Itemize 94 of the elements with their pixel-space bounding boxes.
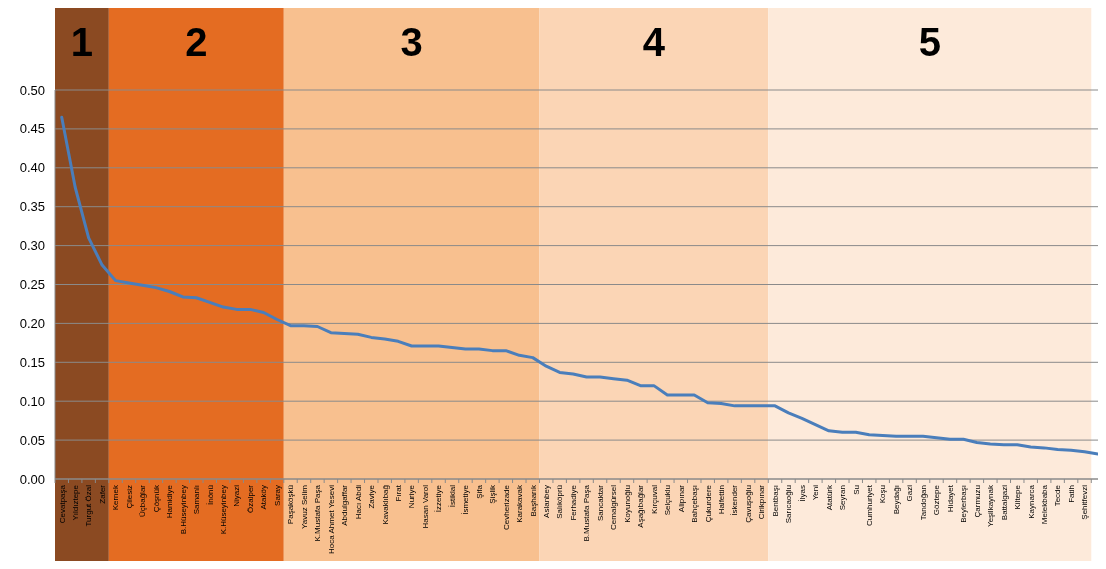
x-tick-label: İskender [730,484,740,516]
x-tick-label: Özalper [245,484,255,514]
x-tick-label: Sarıcaoğlu [784,485,794,524]
x-tick-label: Yıldıztepe [70,484,80,521]
x-tick-label: Zaviye [367,484,377,509]
x-tick-label: Cevherizade [501,484,511,530]
x-tick-label: Yeni [811,484,821,501]
x-tick-label: Alipınar [676,484,686,513]
x-tick-label: Zafer [97,484,107,504]
x-tick-label: Battalgazi [999,484,1009,521]
x-tick-label: Kırçuval [649,484,659,514]
x-tick-label: Şehitfevzi [1080,484,1090,520]
x-tick-label: Fırat [393,484,403,502]
x-tick-label: Sancaktar [595,484,605,522]
x-tick-label: Şifa [474,484,484,499]
x-tick-label: İlyas [797,485,807,502]
y-tick-label: 0.40 [19,160,45,176]
y-tick-label: 0.45 [19,121,45,137]
x-tick-label: Aslanbey [542,485,552,518]
x-tick-label: Seyran [838,485,848,511]
x-tick-label: İstiklal [447,484,457,508]
x-tick-label: Fatih [1066,485,1076,503]
x-tick-label: Cemalgürsel [609,484,619,530]
x-tick-label: İsmetiye [461,484,471,515]
y-tick-label: 0.10 [19,393,45,409]
x-tick-label: Tandoğan [918,485,928,521]
x-tick-label: Saray [272,485,282,506]
x-tick-label: İzzetiye [434,484,444,513]
band-label: 3 [400,20,423,64]
y-tick-label: 0.15 [19,354,45,370]
x-tick-label: Yavuz Selim [299,484,309,529]
x-tick-label: Hasan Varol [420,484,430,529]
x-tick-label: Beydağı [891,485,901,515]
x-tick-label: Aşağıbağlar [636,484,646,528]
x-tick-label: Başharık [528,484,538,517]
x-tick-label: Hidayet [945,484,955,513]
x-tick-label: Samanlı [192,485,202,515]
x-tick-label: Bentbaşı [770,485,780,517]
y-tick-label: 0.05 [19,432,45,448]
x-tick-label: Selçuklu [663,485,673,516]
x-tick-label: İnönü [205,485,215,506]
x-tick-label: Şişlik [488,484,498,504]
x-tick-label: Atatürk [824,484,834,511]
x-tick-label: Hamidiye [165,484,175,519]
y-tick-label: 0.30 [19,238,45,254]
x-tick-label: Çukurdere [703,484,713,523]
x-tick-label: Kernek [111,484,121,511]
band-label: 1 [70,20,94,64]
x-tick-label: Üçbağlar [138,484,148,518]
x-tick-label: Çilesiz [124,485,134,509]
x-tick-label: Cirikpınar [757,484,767,520]
x-tick-label: Tecde [1053,484,1063,507]
x-tick-label: Cevatpaşa [57,484,67,524]
x-tick-label: Çavuşoğlu [743,485,753,523]
y-tick-label: 0.00 [19,471,45,487]
x-tick-label: Salıköprü [555,485,565,519]
x-tick-label: Ataköy [259,485,269,510]
x-tick-label: Bahçebaşı [690,485,700,523]
x-tick-label: Çöşnük [151,484,161,513]
line-series [60,115,1098,456]
x-tick-label: B.Hüseyinbey [178,485,188,535]
x-tick-label: Gazi [905,484,915,502]
x-tick-label: Ferhadiye [568,484,578,521]
y-tick-label: 0.25 [19,277,45,293]
x-tick-label: Hacı Abdi [353,484,363,520]
band-label: 2 [185,20,208,64]
x-tick-label: Cumhuriyet [865,484,875,526]
x-tick-label: Kavaklıbağ [380,485,390,525]
x-tick-label: Çarmuzu [972,485,982,518]
x-tick-label: Paşaköşkü [286,485,296,525]
x-tick-label: Göztepe [932,484,942,516]
x-tick-label: K.Hüseyinbey [219,485,229,535]
x-tick-label: Turgut Özal [84,484,94,527]
x-tick-label: Halfettin [716,485,726,515]
x-tick-label: Koyunoğlu [622,485,632,523]
x-tick-label: K.Mustafa Paşa [313,484,323,542]
x-tick-label: Melekbaba [1039,484,1049,525]
x-tick-label: Abdulgaffar [340,484,350,526]
x-tick-label: Hoca Ahmet Yesevi [326,484,336,554]
x-tick-label: B.Mustafa Paşa [582,484,592,542]
x-tick-label: Koşu [878,485,888,504]
x-tick-label: Kaynarca [1026,484,1036,519]
x-tick-label: Nuriye [407,484,417,509]
x-tick-label: Beylerbaşı [959,485,969,523]
x-tick-label: Niyazi [232,484,242,507]
y-tick-label: 0.35 [19,199,45,215]
band-label: 5 [918,20,941,64]
y-tick-label: 0.20 [19,315,45,331]
band-label: 4 [642,20,666,64]
x-tick-label: Yeşilkaynak [986,484,996,527]
x-tick-label: Kiltepe [1013,484,1023,510]
x-tick-label: Karakavak [515,484,525,523]
y-tick-label: 0.50 [19,82,45,98]
x-tick-label: Su [851,485,861,495]
